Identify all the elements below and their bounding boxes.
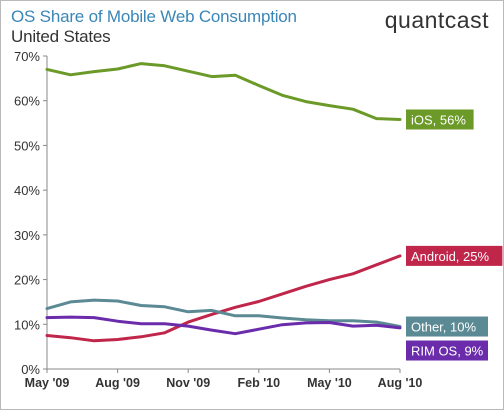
series-line-android xyxy=(45,254,402,343)
series-end-labels: iOS, 56% Android, 25% Other, 10% RIM OS, 9% xyxy=(406,109,503,361)
axes: 0% 10% 20% 30% 40% 50% 60% 70% May '09 Aug '09 Nov… xyxy=(14,49,422,390)
end-label-other: Other, 10% xyxy=(406,316,488,337)
x-tick-label: Feb '10 xyxy=(238,376,281,390)
series-line-ios xyxy=(45,62,402,121)
end-label-android: Android, 25% xyxy=(406,245,503,266)
quantcast-logo: quantcast xyxy=(384,7,489,33)
series-line-rim-os xyxy=(45,315,402,336)
end-label-text: Android, 25% xyxy=(411,249,489,264)
y-tick-label: 20% xyxy=(14,273,40,288)
end-label-rim-os: RIM OS, 9% xyxy=(406,340,488,361)
end-label-text: RIM OS, 9% xyxy=(411,344,484,359)
x-tick-label: Nov '09 xyxy=(166,376,210,390)
y-tick-label: 40% xyxy=(14,183,40,198)
x-tick-label: Aug '10 xyxy=(378,376,423,390)
end-label-box xyxy=(406,109,474,130)
y-tick-label: 50% xyxy=(14,138,40,153)
end-label-box xyxy=(406,245,503,266)
y-tick-label: 10% xyxy=(14,317,40,332)
y-tick-label: 70% xyxy=(14,49,40,64)
x-tick-label: May '09 xyxy=(25,376,70,390)
series-line-other xyxy=(45,298,402,328)
end-label-text: Other, 10% xyxy=(411,320,476,335)
chart-subtitle: United States xyxy=(11,27,111,46)
y-tick-label: 30% xyxy=(14,228,40,243)
x-tick-label: Aug '09 xyxy=(95,376,140,390)
x-tick-label: May '10 xyxy=(307,376,352,390)
end-label-ios: iOS, 56% xyxy=(406,109,474,130)
series-lines xyxy=(45,62,402,343)
y-tick-label: 0% xyxy=(21,362,40,377)
chart-title: OS Share of Mobile Web Consumption xyxy=(11,7,297,26)
end-label-text: iOS, 56% xyxy=(411,112,466,127)
y-tick-label: 60% xyxy=(14,94,40,109)
end-label-box xyxy=(406,316,488,337)
end-label-box xyxy=(406,340,488,361)
